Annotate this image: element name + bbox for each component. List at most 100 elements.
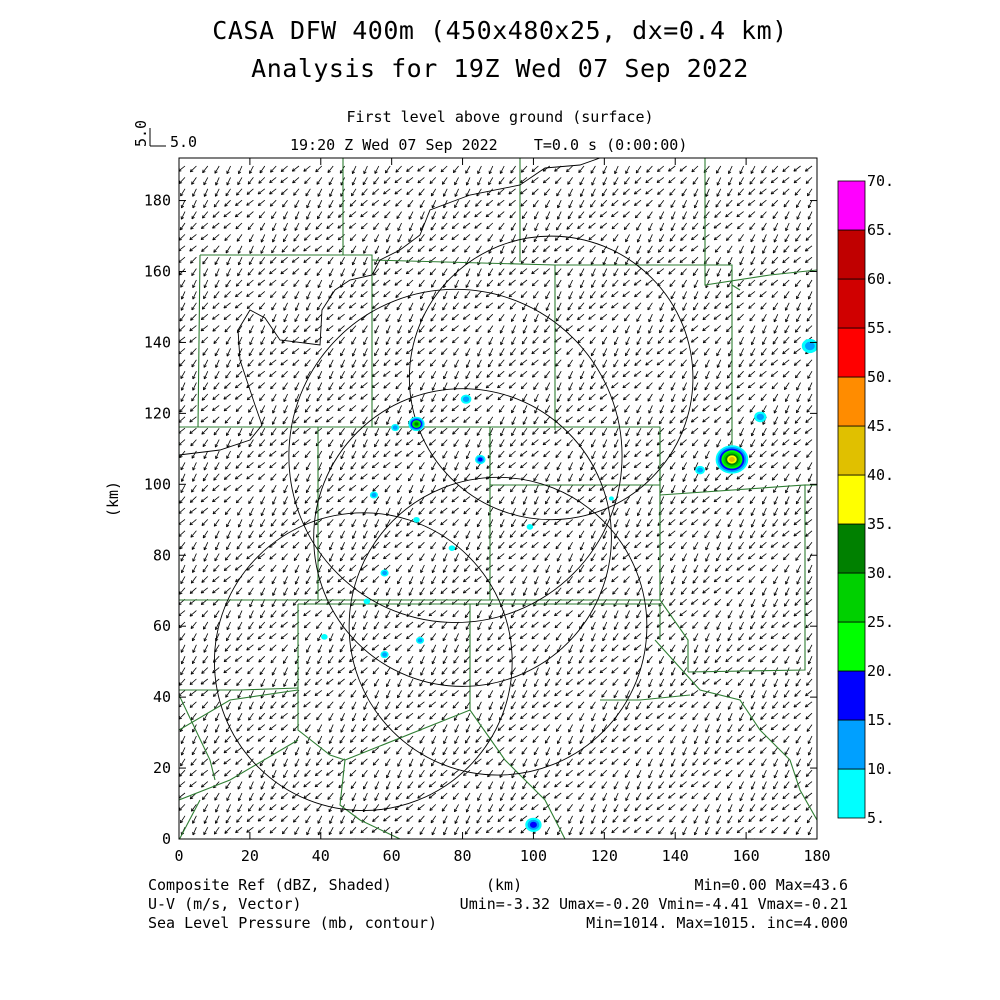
wind-vector-head <box>258 385 260 389</box>
wind-vector-head <box>202 798 206 800</box>
wind-vector-head <box>463 774 467 776</box>
wind-vector <box>249 165 254 174</box>
wind-vector <box>406 701 414 708</box>
wind-vector-head <box>303 624 306 628</box>
wind-vector <box>269 177 277 184</box>
wind-vector <box>180 667 186 676</box>
wind-vector-head <box>303 419 306 423</box>
wind-vector <box>383 473 391 480</box>
wind-vector-head <box>235 670 237 674</box>
wind-vector <box>247 450 254 458</box>
wind-vector-head <box>190 672 195 675</box>
wind-vector <box>202 564 209 573</box>
wind-vector-head <box>269 818 272 822</box>
wind-vector-head <box>246 282 249 286</box>
wind-vector-head <box>307 845 309 847</box>
wind-vector-head <box>303 786 307 788</box>
wind-vector <box>349 678 357 686</box>
wind-vector <box>203 382 209 391</box>
wind-vector <box>226 713 231 722</box>
wind-vector <box>248 621 254 630</box>
wind-vector-head <box>258 546 262 549</box>
wind-vector-head <box>269 626 273 629</box>
wind-vector <box>260 325 266 334</box>
wind-vector <box>315 313 323 321</box>
wind-vector-head <box>212 681 215 685</box>
wind-vector <box>305 188 311 197</box>
wind-vector <box>293 279 300 287</box>
wind-vector <box>269 815 277 822</box>
wind-vector <box>328 177 334 186</box>
wind-vector-head <box>201 672 205 674</box>
wind-vector <box>203 268 209 277</box>
wind-vector-head <box>303 350 306 355</box>
wind-vector <box>271 485 277 493</box>
wind-vector-head <box>259 490 263 493</box>
wind-vector <box>189 690 197 696</box>
wind-vector-head <box>291 612 294 617</box>
wind-vector-head <box>269 715 272 719</box>
wind-vector-head <box>212 421 216 423</box>
wind-vector-head <box>280 443 284 446</box>
wind-vector <box>275 838 277 839</box>
wind-vector-head <box>271 581 275 585</box>
wind-vector-head <box>292 786 296 788</box>
wind-vector-head <box>246 738 249 742</box>
wind-vector-head <box>212 225 215 229</box>
wind-vector <box>225 724 231 733</box>
wind-vector <box>190 576 197 584</box>
wind-vector <box>189 781 197 788</box>
wind-vector <box>440 496 448 503</box>
wind-vector-head <box>317 376 321 380</box>
wind-vector <box>201 336 209 344</box>
wind-vector <box>395 439 402 446</box>
wind-vector <box>306 393 311 402</box>
wind-vector <box>486 313 494 321</box>
wind-vector <box>292 541 300 549</box>
wind-vector-head <box>283 775 287 779</box>
wind-vector <box>191 450 197 459</box>
wind-vector <box>294 405 300 413</box>
wind-vector-head <box>293 239 297 242</box>
wind-vector-head <box>306 308 310 311</box>
wind-vector-head <box>280 191 283 195</box>
wind-vector-head <box>270 615 274 618</box>
wind-vector-head <box>281 556 283 560</box>
wind-vector <box>303 621 311 629</box>
wind-vector <box>248 587 254 596</box>
wind-vector <box>238 257 243 266</box>
wind-vector-head <box>201 398 206 401</box>
wind-vector-head <box>225 376 229 379</box>
wind-vector-head <box>203 479 207 482</box>
wind-vector-head <box>406 455 410 457</box>
wind-vector <box>192 735 197 744</box>
wind-vector-head <box>349 843 352 844</box>
wind-vector-head <box>258 364 262 366</box>
wind-vector-head <box>202 307 206 310</box>
wind-vector-head <box>394 272 398 275</box>
wind-vector-head <box>383 204 387 206</box>
wind-vector-head <box>271 695 275 699</box>
wind-vector-head <box>295 764 298 767</box>
wind-vector <box>246 199 254 206</box>
wind-vector-head <box>337 672 341 674</box>
wind-vector <box>181 656 186 665</box>
wind-vector <box>192 644 197 653</box>
wind-vector-head <box>270 205 274 207</box>
wind-vector-head <box>238 251 241 254</box>
plot-subtitle: Analysis for 19Z Wed 07 Sep 2022 <box>251 54 749 83</box>
wind-vector <box>294 200 300 208</box>
wind-vector <box>452 519 459 526</box>
wind-vector-head <box>224 841 225 844</box>
wind-vector <box>292 268 300 275</box>
wind-vector <box>213 427 220 436</box>
wind-vector-head <box>203 844 206 845</box>
wind-vector <box>452 336 459 344</box>
wind-vector <box>452 427 459 435</box>
wind-vector-head <box>179 170 182 172</box>
wind-vector-head <box>201 613 204 617</box>
wind-vector-head <box>236 547 240 550</box>
wind-vector-head <box>212 305 215 309</box>
wind-vector-head <box>421 845 423 847</box>
wind-vector <box>281 519 288 526</box>
